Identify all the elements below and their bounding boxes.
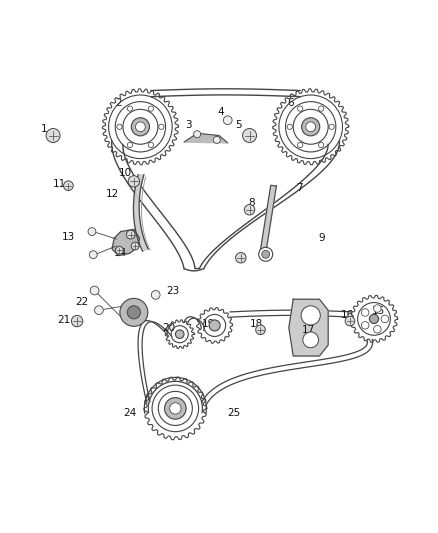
Circle shape bbox=[369, 314, 378, 324]
Text: 12: 12 bbox=[106, 189, 119, 199]
Circle shape bbox=[262, 251, 270, 258]
Circle shape bbox=[128, 176, 140, 187]
Circle shape bbox=[95, 306, 103, 314]
Text: 11: 11 bbox=[53, 180, 66, 189]
Text: 15: 15 bbox=[372, 306, 385, 316]
Text: 1: 1 bbox=[41, 124, 48, 134]
Text: 17: 17 bbox=[302, 325, 315, 335]
Circle shape bbox=[259, 247, 273, 261]
Circle shape bbox=[90, 286, 99, 295]
Text: 9: 9 bbox=[318, 233, 325, 243]
Text: 10: 10 bbox=[119, 168, 132, 177]
Text: 19: 19 bbox=[201, 319, 215, 329]
Circle shape bbox=[159, 124, 164, 130]
Circle shape bbox=[361, 321, 369, 329]
Text: 22: 22 bbox=[75, 297, 88, 308]
Polygon shape bbox=[260, 185, 276, 255]
Text: 5: 5 bbox=[235, 119, 242, 130]
Circle shape bbox=[306, 122, 315, 132]
Circle shape bbox=[148, 106, 153, 111]
Text: 7: 7 bbox=[297, 183, 303, 193]
Circle shape bbox=[301, 306, 320, 325]
Circle shape bbox=[243, 128, 257, 142]
Circle shape bbox=[374, 326, 381, 333]
Text: 2: 2 bbox=[115, 98, 122, 108]
Circle shape bbox=[71, 316, 83, 327]
Circle shape bbox=[127, 306, 141, 319]
Circle shape bbox=[287, 124, 292, 130]
Text: 4: 4 bbox=[218, 107, 225, 117]
Circle shape bbox=[46, 128, 60, 142]
Circle shape bbox=[127, 230, 135, 239]
Circle shape bbox=[89, 251, 97, 259]
Circle shape bbox=[176, 330, 184, 338]
Polygon shape bbox=[184, 133, 228, 143]
Circle shape bbox=[213, 136, 220, 143]
Circle shape bbox=[135, 122, 145, 132]
Polygon shape bbox=[289, 299, 328, 356]
Circle shape bbox=[148, 142, 153, 148]
Circle shape bbox=[151, 290, 160, 299]
Circle shape bbox=[131, 242, 139, 250]
Text: 13: 13 bbox=[62, 232, 75, 242]
Text: 18: 18 bbox=[250, 319, 263, 329]
Circle shape bbox=[170, 403, 181, 414]
Circle shape bbox=[117, 124, 122, 130]
Text: 23: 23 bbox=[166, 286, 180, 295]
Circle shape bbox=[256, 325, 265, 335]
Circle shape bbox=[329, 124, 334, 130]
Text: 16: 16 bbox=[341, 310, 354, 320]
Circle shape bbox=[165, 398, 186, 419]
Circle shape bbox=[194, 131, 201, 138]
Text: 24: 24 bbox=[123, 408, 136, 418]
Circle shape bbox=[120, 298, 148, 326]
Circle shape bbox=[236, 253, 246, 263]
Circle shape bbox=[302, 118, 320, 136]
Circle shape bbox=[297, 142, 303, 148]
Circle shape bbox=[361, 309, 369, 316]
Circle shape bbox=[116, 246, 124, 254]
Circle shape bbox=[303, 332, 318, 348]
Circle shape bbox=[127, 106, 133, 111]
Circle shape bbox=[131, 118, 149, 136]
Text: 8: 8 bbox=[248, 198, 255, 208]
Polygon shape bbox=[134, 175, 148, 251]
Circle shape bbox=[345, 316, 355, 326]
Polygon shape bbox=[112, 229, 140, 256]
Circle shape bbox=[223, 116, 232, 125]
Circle shape bbox=[318, 142, 324, 148]
Circle shape bbox=[297, 106, 303, 111]
Circle shape bbox=[244, 205, 255, 215]
Text: 14: 14 bbox=[114, 247, 127, 257]
Circle shape bbox=[374, 305, 381, 312]
Circle shape bbox=[381, 315, 389, 322]
Text: 3: 3 bbox=[185, 119, 192, 130]
Text: 6: 6 bbox=[288, 98, 294, 108]
Circle shape bbox=[127, 142, 133, 148]
Text: 20: 20 bbox=[162, 324, 175, 334]
Circle shape bbox=[209, 320, 220, 331]
Circle shape bbox=[318, 106, 324, 111]
Circle shape bbox=[88, 228, 96, 236]
Text: 21: 21 bbox=[57, 315, 71, 325]
Text: 25: 25 bbox=[228, 408, 241, 418]
Circle shape bbox=[64, 181, 73, 190]
